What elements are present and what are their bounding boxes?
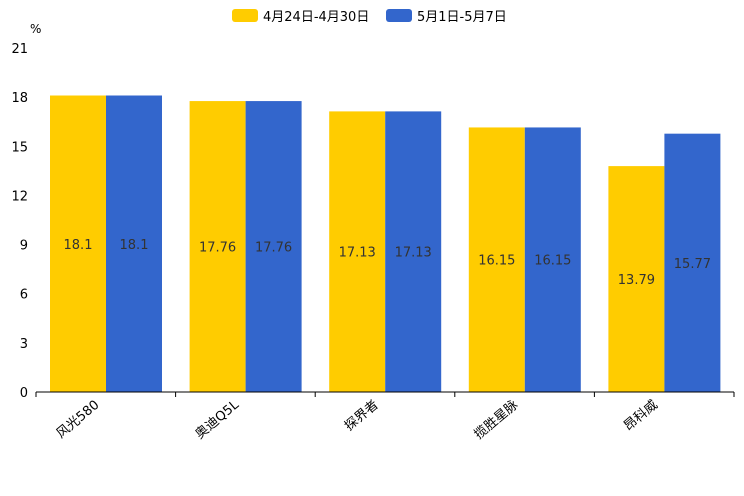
x-axis: 风光580 奥迪Q5L 探界者 揽胜星脉 昂科威 (35, 391, 735, 443)
bar-series-2 (664, 133, 721, 393)
x-category-label: 奥迪Q5L (193, 397, 243, 442)
legend-label: 4月24日-4月30日 (263, 10, 369, 25)
data-label: 17.13 (339, 246, 376, 261)
y-tick-label: 6 (20, 288, 28, 303)
y-unit-label: % (30, 22, 41, 36)
x-category-label: 昂科威 (621, 398, 661, 435)
y-tick-label: 21 (11, 42, 28, 57)
y-tick-label: 12 (11, 189, 28, 204)
y-tick-label: 18 (11, 91, 28, 106)
bar-series-1 (608, 166, 665, 392)
data-label: 15.77 (674, 257, 711, 272)
bar-series-2 (524, 127, 581, 392)
bar-series-2 (106, 95, 162, 392)
x-category-label: 探界者 (342, 398, 382, 435)
data-label: 18.1 (64, 238, 93, 253)
y-axis: 0 3 6 9 12 15 18 21 (11, 42, 28, 401)
bar-series-1 (50, 95, 106, 392)
bar-series-1 (329, 111, 386, 392)
bar-series-1 (189, 101, 246, 393)
y-tick-label: 3 (20, 337, 28, 352)
bar-series-1 (468, 127, 525, 392)
x-category-label: 风光580 (54, 398, 103, 442)
legend: 4月24日-4月30日 5月1日-5月7日 (232, 9, 507, 25)
data-label: 17.76 (199, 241, 236, 256)
data-label: 16.15 (478, 254, 515, 269)
x-category-label: 揽胜星脉 (471, 397, 521, 443)
y-tick-label: 9 (20, 239, 28, 254)
bar-series-2 (385, 111, 442, 392)
legend-swatch (232, 9, 258, 22)
bar-series-2 (245, 101, 302, 393)
data-label: 17.13 (395, 246, 432, 261)
bars: 18.1 18.1 17.76 17.76 17.13 17.13 16.15 16.15 13… (50, 95, 721, 393)
legend-label: 5月1日-5月7日 (417, 10, 507, 25)
data-label: 17.76 (255, 241, 292, 256)
y-tick-label: 0 (20, 386, 28, 401)
y-tick-label: 15 (11, 140, 28, 155)
legend-swatch (386, 9, 412, 22)
data-label: 16.15 (534, 254, 571, 269)
data-label: 13.79 (618, 273, 655, 288)
data-label: 18.1 (120, 238, 149, 253)
